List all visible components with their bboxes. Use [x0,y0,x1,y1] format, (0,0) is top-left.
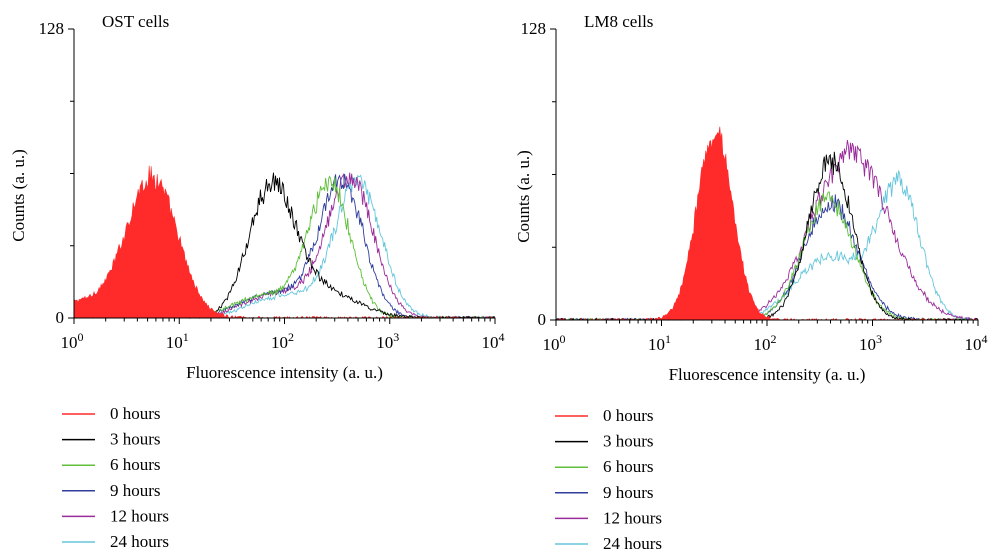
legend-label: 24 hours [603,534,662,553]
x-tick-label: 101 [166,330,189,352]
legend-label: 9 hours [110,481,161,500]
legend-item: 12 hours [555,508,662,527]
y-tick-label: 128 [521,19,547,38]
legend-item: 0 hours [62,404,161,423]
x-tick-label: 103 [376,330,399,352]
series-24-hours-histogram [555,169,979,321]
legend-item: 12 hours [62,506,169,525]
legend-item: 3 hours [62,430,161,449]
y-tick-label: 0 [538,310,547,329]
legend-item: 6 hours [555,457,654,476]
legend-label: 3 hours [110,430,161,449]
axes: 128 0 100 101 102 103 104 [39,19,505,352]
legend-label: 6 hours [110,455,161,474]
legend: 0 hours 3 hours 6 hours 9 hours 12 hours 24 h… [555,406,662,553]
legend: 0 hours 3 hours 6 hours 9 hours 12 hours 24 h… [62,404,169,551]
legend-label: 0 hours [603,406,654,425]
series-12-hours-histogram [555,140,979,322]
y-axis-title: Counts (a. u.) [9,149,28,242]
x-tick-label: 102 [754,332,777,354]
series-0-hours-histogram [555,126,979,321]
x-tick-label: 104 [482,330,505,352]
legend-label: 12 hours [110,506,169,525]
legend-item: 9 hours [555,483,654,502]
ost-cells-panel: 128 0 100 101 102 103 104 Fluorescence intensit… [9,12,505,551]
panel-title: OST cells [102,12,169,31]
x-tick-label: 103 [859,332,882,354]
x-tick-label: 104 [965,332,988,354]
legend-label: 9 hours [603,483,654,502]
legend-label: 3 hours [603,432,654,451]
legend-label: 24 hours [110,532,169,551]
legend-item: 24 hours [62,532,169,551]
y-tick-label: 0 [56,308,65,327]
legend-label: 12 hours [603,508,662,527]
lm8-cells-panel: 128 0 100 101 102 103 104 Fluorescence intensit… [514,12,988,553]
x-tick-label: 102 [271,330,294,352]
y-axis-title: Counts (a. u.) [514,150,533,243]
axes: 128 0 100 101 102 103 104 [521,19,988,354]
series-3-hours-histogram [555,151,979,321]
series-9-hours-histogram [556,194,979,322]
legend-item: 24 hours [555,534,662,553]
legend-label: 6 hours [603,457,654,476]
x-tick-label: 100 [543,332,566,354]
legend-label: 0 hours [110,404,161,423]
panel-title: LM8 cells [584,12,653,31]
legend-item: 0 hours [555,406,654,425]
y-tick-label: 128 [39,19,65,38]
series-6-hours-histogram [555,191,978,322]
x-tick-label: 100 [61,330,84,352]
x-axis-title: Fluorescence intensity (a. u.) [186,363,383,382]
x-axis-title: Fluorescence intensity (a. u.) [669,365,866,384]
legend-item: 6 hours [62,455,161,474]
histogram-curves [73,165,496,320]
histogram-curves [555,126,979,322]
legend-item: 3 hours [555,432,654,451]
series-0-hours-histogram [73,165,496,319]
legend-item: 9 hours [62,481,161,500]
x-tick-label: 101 [648,332,671,354]
